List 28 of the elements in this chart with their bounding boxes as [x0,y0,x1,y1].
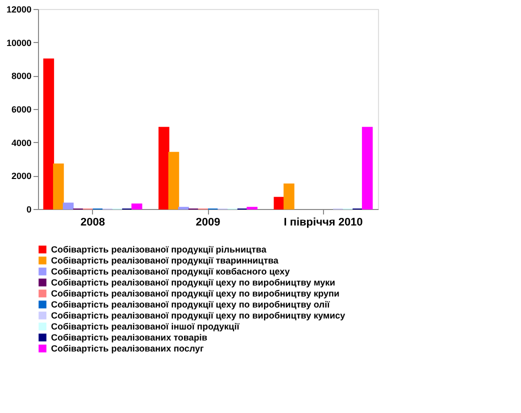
legend-label: Собівартість реалізованої продукції тваринництва [51,256,280,266]
bar [62,202,74,210]
bar [53,164,64,210]
x-tick-label: 2008 [80,216,105,228]
legend-label: Собівартість реалізованої продукції рільництва [51,244,268,254]
bar [284,184,294,210]
y-tick-label: 2000 [11,171,32,182]
legend-label: Собівартість реалізованої продукції цеху по виробництву крупи [51,288,340,298]
y-tick-label: 10000 [6,38,32,48]
y-tick-label: 8000 [11,71,32,82]
x-tick-label: І півріччя 2010 [284,216,363,228]
legend-label: Собівартість реалізованої продукції цеху по виробництву муки [51,278,336,288]
legend-label: Собівартість реалізованої продукції ковбасного цеху [51,266,290,276]
bar [158,126,170,210]
y-tick-label: 6000 [11,104,32,114]
x-tick-label: 2009 [196,216,220,228]
bar [362,126,373,210]
y-tick-label: 4000 [11,138,32,148]
bar [168,152,180,210]
legend-label: Собівартість реалізованої продукції цеху по виробництву кумису [51,310,346,320]
y-tick-label: 0 [26,204,32,214]
y-tick-label: 12000 [6,4,32,14]
legend-label: Собівартість реалізованих послуг [51,344,204,354]
bar [43,58,54,210]
legend-label: Собівартість реалізованої продукції цеху по виробництву олії [51,300,330,310]
bar [131,204,142,210]
legend-label: Собівартість реалізованих товарів [51,332,208,342]
legend-label: Собівартість реалізованої іншої продукції [51,322,240,332]
